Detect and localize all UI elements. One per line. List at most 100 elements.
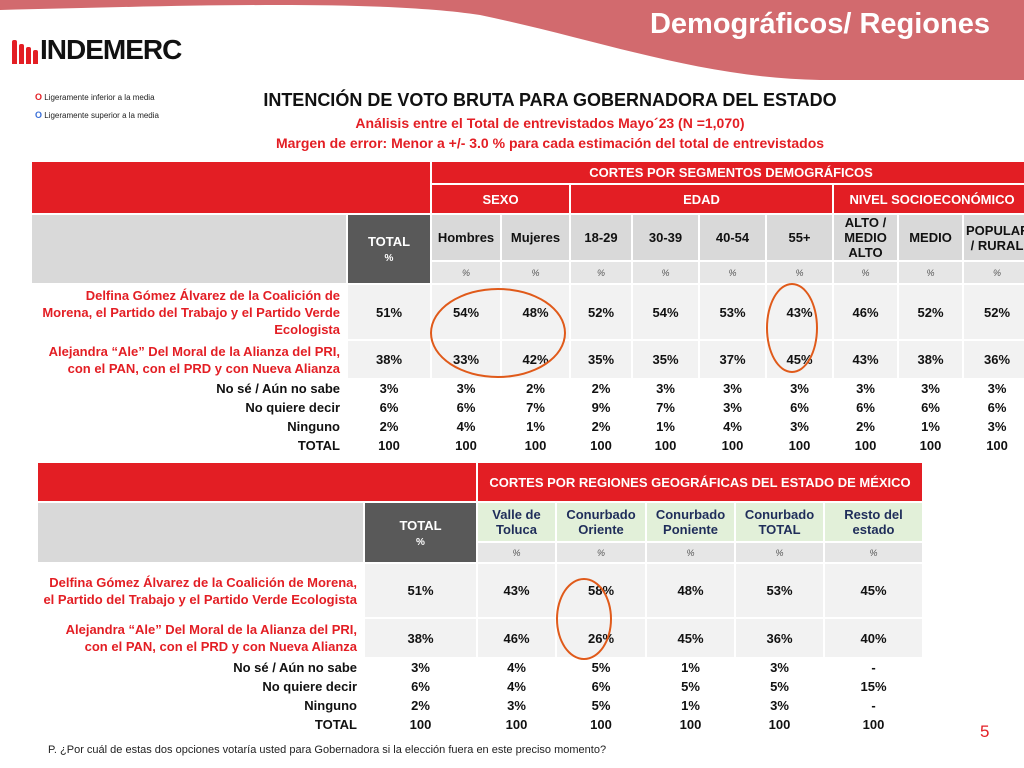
row-label: No quiere decir — [245, 400, 340, 415]
value-cell: 46% — [834, 285, 897, 339]
margin-of-error: Margen de error: Menor a +/- 3.0 % para … — [275, 135, 825, 151]
total-cell: 2% — [365, 697, 476, 714]
value-cell: 4% — [478, 678, 555, 695]
value-cell: 1% — [633, 418, 698, 435]
value-cell: 35% — [633, 341, 698, 378]
value-cell: 6% — [964, 399, 1024, 416]
value-cell: 15% — [825, 678, 923, 695]
value-cell: 3% — [736, 697, 823, 714]
unit-cell: % — [736, 543, 823, 562]
total-cell: 38% — [365, 619, 476, 657]
total-cell: 100 — [348, 437, 430, 454]
column-header: 55+ — [767, 215, 832, 260]
value-cell: 5% — [736, 678, 823, 695]
total-cell: 6% — [365, 678, 476, 695]
value-cell: 100 — [964, 437, 1024, 454]
value-cell: 3% — [964, 380, 1024, 397]
total-cell: 51% — [365, 564, 476, 617]
value-cell: 35% — [571, 341, 631, 378]
unit-cell: % — [767, 262, 832, 283]
value-cell: 9% — [571, 399, 631, 416]
value-cell: 100 — [557, 716, 645, 733]
value-cell: 7% — [633, 399, 698, 416]
table-row: TOTAL 100 100 100 100 100 100 100 100 100 100 — [32, 437, 1024, 454]
table-row: Ninguno 2% 4% 1% 2% 1% 4% 3% 2% 1% 3% — [32, 418, 1024, 435]
value-cell: 52% — [964, 285, 1024, 339]
value-cell: 6% — [899, 399, 962, 416]
value-cell: 3% — [834, 380, 897, 397]
total-cell: 3% — [365, 659, 476, 676]
value-cell: 53% — [700, 285, 765, 339]
table-row: No sé / Aún no sabe 3% 3% 2% 2% 3% 3% 3% 3% 3% 3% — [32, 380, 1024, 397]
total-cell: 6% — [348, 399, 430, 416]
value-cell: 43% — [834, 341, 897, 378]
value-cell: 3% — [767, 380, 832, 397]
table-row: Delfina Gómez Álvarez de la Coalición de… — [38, 564, 923, 617]
logo: INDEMERC — [12, 30, 182, 64]
unit-cell: % — [432, 262, 500, 283]
value-cell: 5% — [557, 659, 645, 676]
value-cell: 3% — [633, 380, 698, 397]
unit-cell: % — [571, 262, 631, 283]
value-cell: 3% — [478, 697, 555, 714]
value-cell: 5% — [557, 697, 645, 714]
value-cell: 6% — [767, 399, 832, 416]
row-label: No sé / Aún no sabe — [216, 381, 340, 396]
header-wave — [0, 0, 1024, 80]
value-cell: 3% — [899, 380, 962, 397]
value-cell: 100 — [767, 437, 832, 454]
column-header: 18-29 — [571, 215, 631, 260]
unit-cell: % — [825, 543, 923, 562]
table-row: No sé / Aún no sabe 3% 4% 5% 1% 3% - — [38, 659, 923, 676]
row-label: No quiere decir — [262, 679, 357, 694]
slide-title: Demográficos/ Regiones — [649, 8, 990, 40]
column-header: 40-54 — [700, 215, 765, 260]
column-header: Conurbado Poniente — [647, 503, 734, 541]
value-cell: 4% — [700, 418, 765, 435]
value-cell: 1% — [647, 659, 734, 676]
column-header: 30-39 — [633, 215, 698, 260]
value-cell: 7% — [502, 399, 569, 416]
value-cell: 100 — [647, 716, 734, 733]
value-cell: 3% — [736, 659, 823, 676]
total-cell: 3% — [348, 380, 430, 397]
regions-table: CORTES POR REGIONES GEOGRÁFICAS DEL ESTA… — [36, 461, 924, 735]
column-header: MEDIO — [899, 215, 962, 260]
header-blank — [38, 503, 363, 562]
total-cell: 38% — [348, 341, 430, 378]
value-cell: 4% — [432, 418, 500, 435]
value-cell: 2% — [502, 380, 569, 397]
value-cell: 36% — [964, 341, 1024, 378]
value-cell: 3% — [964, 418, 1024, 435]
value-cell: 48% — [647, 564, 734, 617]
unit-cell: % — [647, 543, 734, 562]
row-label: No sé / Aún no sabe — [233, 660, 357, 675]
logo-icon — [12, 40, 38, 64]
value-cell: 37% — [700, 341, 765, 378]
unit-cell: % — [700, 262, 765, 283]
value-cell: - — [825, 697, 923, 714]
value-cell: 3% — [700, 380, 765, 397]
legend-item: O Ligeramente superior a la media — [35, 110, 159, 120]
value-cell: 38% — [899, 341, 962, 378]
value-cell: 6% — [432, 399, 500, 416]
table-row: No quiere decir 6% 6% 7% 9% 7% 3% 6% 6% 6% 6% — [32, 399, 1024, 416]
total-header: TOTAL% — [365, 503, 476, 562]
value-cell: 100 — [700, 437, 765, 454]
value-cell: 100 — [899, 437, 962, 454]
main-title: INTENCIÓN DE VOTO BRUTA PARA GOBERNADORA… — [263, 90, 837, 110]
value-cell: 54% — [633, 285, 698, 339]
value-cell: 100 — [825, 716, 923, 733]
unit-cell: % — [834, 262, 897, 283]
value-cell: 100 — [502, 437, 569, 454]
value-cell: 36% — [736, 619, 823, 657]
value-cell: 100 — [633, 437, 698, 454]
value-cell: 6% — [557, 678, 645, 695]
value-cell: 1% — [647, 697, 734, 714]
value-cell: 2% — [571, 380, 631, 397]
table-row: No quiere decir 6% 4% 6% 5% 5% 15% — [38, 678, 923, 695]
header-blank — [32, 215, 346, 283]
header-blank — [38, 463, 476, 501]
value-cell: 1% — [899, 418, 962, 435]
value-cell: 100 — [834, 437, 897, 454]
